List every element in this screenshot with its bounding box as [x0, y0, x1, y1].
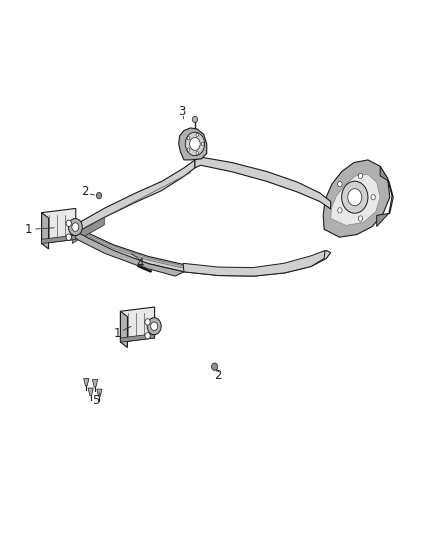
Polygon shape: [88, 388, 93, 395]
Polygon shape: [120, 334, 155, 342]
Polygon shape: [323, 160, 390, 237]
Circle shape: [185, 132, 205, 156]
Polygon shape: [331, 174, 380, 225]
Circle shape: [192, 116, 198, 123]
Text: 1: 1: [25, 223, 32, 236]
Circle shape: [371, 195, 375, 200]
Text: 3: 3: [178, 106, 185, 118]
Circle shape: [212, 363, 218, 370]
Circle shape: [196, 133, 199, 136]
Polygon shape: [72, 217, 104, 244]
Text: 5: 5: [92, 394, 99, 407]
Polygon shape: [120, 307, 155, 342]
Text: 2: 2: [214, 369, 222, 382]
Polygon shape: [72, 227, 184, 276]
Circle shape: [145, 333, 150, 339]
Circle shape: [147, 318, 161, 335]
Circle shape: [196, 151, 199, 155]
Circle shape: [145, 319, 150, 325]
Text: 1: 1: [113, 327, 121, 340]
Circle shape: [66, 234, 71, 240]
Text: 2: 2: [81, 185, 88, 198]
Polygon shape: [72, 160, 195, 236]
Polygon shape: [179, 128, 207, 160]
Circle shape: [338, 181, 342, 187]
Polygon shape: [77, 225, 331, 276]
Polygon shape: [42, 213, 49, 249]
Polygon shape: [92, 379, 98, 387]
Circle shape: [338, 208, 342, 213]
Circle shape: [358, 173, 363, 179]
Circle shape: [96, 192, 102, 199]
Polygon shape: [42, 235, 76, 244]
Polygon shape: [183, 251, 325, 276]
Polygon shape: [87, 235, 311, 272]
Polygon shape: [84, 378, 89, 386]
Polygon shape: [195, 157, 331, 209]
Circle shape: [190, 138, 200, 150]
Polygon shape: [42, 208, 76, 244]
Circle shape: [187, 136, 190, 140]
Circle shape: [151, 322, 158, 330]
Circle shape: [201, 142, 204, 146]
Circle shape: [358, 216, 363, 221]
Circle shape: [342, 181, 368, 213]
Text: 4: 4: [136, 257, 144, 270]
Polygon shape: [97, 389, 102, 397]
Circle shape: [348, 189, 362, 206]
Circle shape: [68, 219, 82, 236]
Circle shape: [187, 148, 190, 151]
Polygon shape: [120, 311, 127, 348]
Circle shape: [72, 223, 79, 231]
Polygon shape: [377, 166, 393, 227]
Circle shape: [66, 220, 71, 227]
